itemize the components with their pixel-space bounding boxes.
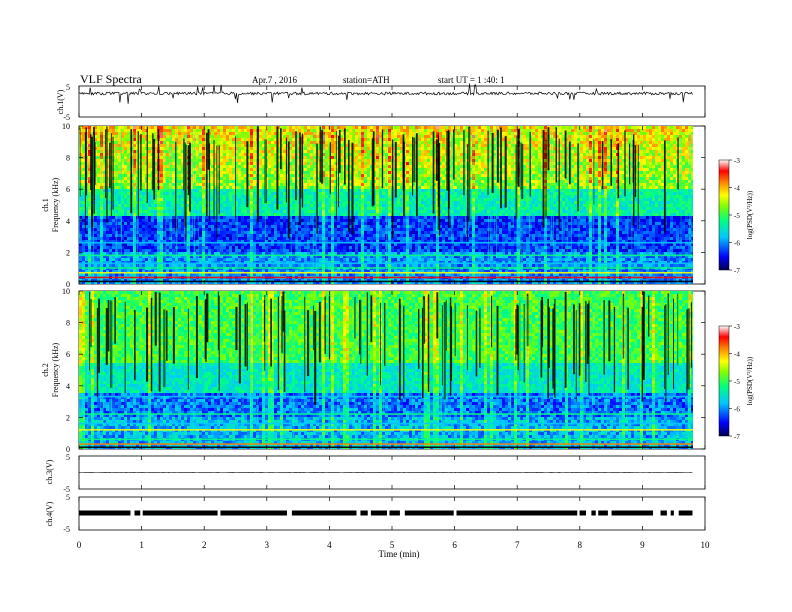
y-tick-label: 0 (66, 280, 70, 289)
ch3-waveform-panel: 5 -5 ch.3(V) (45, 453, 706, 494)
ch4-gap (666, 510, 671, 516)
x-tick-label: 7 (515, 540, 520, 550)
time-axis-ticks (78, 86, 706, 530)
ch2-colorbar: -3 -4 -5 -6 -7 log(PSD(V²/Hz)) (718, 323, 754, 441)
ch4-gap (217, 510, 221, 516)
x-tick-label: 8 (578, 540, 583, 550)
y-tick-label: 4 (66, 217, 70, 226)
x-tick-label: 2 (202, 540, 207, 550)
ch4-waveform-ytick-bottom: -5 (63, 525, 70, 534)
colorbar-tick-label: -5 (734, 212, 740, 220)
ch4-waveform-trace (79, 510, 693, 516)
ch4-gap (386, 510, 390, 516)
ch3-waveform-ytick-top: 5 (66, 453, 70, 462)
station-label: station=ATH (343, 75, 390, 85)
ch1-waveform-ytick-bottom: -5 (63, 113, 70, 122)
colorbar-tick-label: -7 (734, 267, 740, 275)
colorbar-tick-label: -7 (734, 433, 740, 441)
ch1-frequency-label: Frequency (kHz) (51, 177, 60, 232)
ch4-gap (654, 510, 661, 516)
y-tick-label: 6 (66, 185, 70, 194)
ch1-spectrogram-panel: 0 2 4 6 8 10 ch.1 Frequency (kHz) (41, 122, 706, 289)
colorbar-tick-label: -4 (734, 185, 740, 193)
ch4-gap (585, 510, 592, 516)
ch4-waveform-ytick-top: 5 (66, 493, 70, 502)
ch1-colorbar-gradient (718, 159, 730, 271)
ch4-waveform-panel: 5 -5 ch.4(V) (45, 493, 706, 534)
ch1-colorbar-label: log(PSD(V²/Hz)) (746, 190, 754, 239)
x-tick-label: 5 (390, 540, 395, 550)
ch1-waveform-trace (78, 83, 693, 104)
y-tick-label: 2 (66, 413, 70, 422)
ch4-gap (367, 510, 371, 516)
y-tick-label: 8 (66, 154, 70, 163)
ch1-waveform-frame (78, 85, 706, 118)
ch4-gap (607, 510, 612, 516)
ch4-waveform-ylabel: ch.4(V) (45, 501, 54, 526)
time-axis-tick-labels: 0 1 2 3 4 5 6 7 8 9 10 (77, 540, 710, 550)
ch4-gap (286, 510, 292, 516)
colorbar-tick-label: -4 (734, 351, 740, 359)
colorbar-tick-label: -3 (734, 323, 740, 331)
x-tick-label: 9 (640, 540, 645, 550)
y-tick-label: 8 (66, 319, 70, 328)
ch2-spectrogram-label: ch.2 (41, 363, 50, 377)
ch3-waveform-ylabel: ch.3(V) (45, 459, 54, 484)
ch4-gap (399, 510, 405, 516)
x-tick-label: 1 (139, 540, 144, 550)
ch4-gap (356, 510, 361, 516)
x-tick-label: 6 (452, 540, 457, 550)
ch1-waveform-panel: 5 -5 ch.1(V) (56, 83, 706, 122)
y-tick-label: 4 (66, 382, 70, 391)
ch1-colorbar: -3 -4 -5 -6 -7 log(PSD(V²/Hz)) (718, 157, 754, 275)
y-tick-label: 10 (62, 122, 70, 131)
y-tick-label: 6 (66, 350, 70, 359)
ch4-gap (673, 510, 679, 516)
ch2-colorbar-gradient (718, 325, 730, 437)
colorbar-tick-label: -6 (734, 240, 740, 248)
x-tick-label: 0 (77, 540, 82, 550)
ch1-spectrogram-image (79, 126, 693, 284)
ch4-gap (652, 510, 657, 516)
date-label: Apr.7 , 2016 (252, 75, 298, 85)
ch4-gap (130, 510, 134, 516)
start-time-label: start UT = 1 :40: 1 (438, 75, 505, 85)
ch2-spectrogram-panel: 0 2 4 6 8 10 ch.2 Frequency (kHz) (41, 287, 706, 454)
ch4-band (79, 510, 693, 516)
colorbar-tick-label: -6 (734, 406, 740, 414)
ch1-waveform-ylabel: ch.1(V) (56, 89, 65, 114)
x-tick-label: 4 (327, 540, 332, 550)
x-tick-label: 10 (701, 540, 711, 550)
ch3-waveform-ytick-bottom: -5 (63, 485, 70, 494)
y-tick-label: 0 (66, 445, 70, 454)
ch2-frequency-label: Frequency (kHz) (51, 342, 60, 397)
ch4-gap (453, 510, 457, 516)
ch2-spectrogram-image (79, 291, 693, 449)
y-tick-label: 2 (66, 248, 70, 257)
x-tick-label: 3 (265, 540, 270, 550)
ch4-gap (577, 510, 580, 516)
figure-title: VLF Spectra (80, 72, 142, 86)
ch2-colorbar-label: log(PSD(V²/Hz)) (746, 356, 754, 405)
colorbar-tick-label: -5 (734, 378, 740, 386)
ch1-waveform-ytick-top: 5 (66, 83, 70, 92)
ch4-gap (595, 510, 599, 516)
ch4-gap (140, 510, 143, 516)
ch1-spectrogram-label: ch.1 (41, 198, 50, 212)
y-tick-label: 10 (62, 287, 70, 296)
colorbar-tick-label: -3 (734, 157, 740, 165)
time-axis-label: Time (min) (379, 549, 420, 559)
